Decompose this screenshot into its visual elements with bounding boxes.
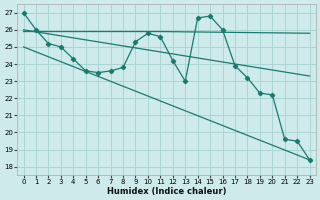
X-axis label: Humidex (Indice chaleur): Humidex (Indice chaleur)	[107, 187, 226, 196]
